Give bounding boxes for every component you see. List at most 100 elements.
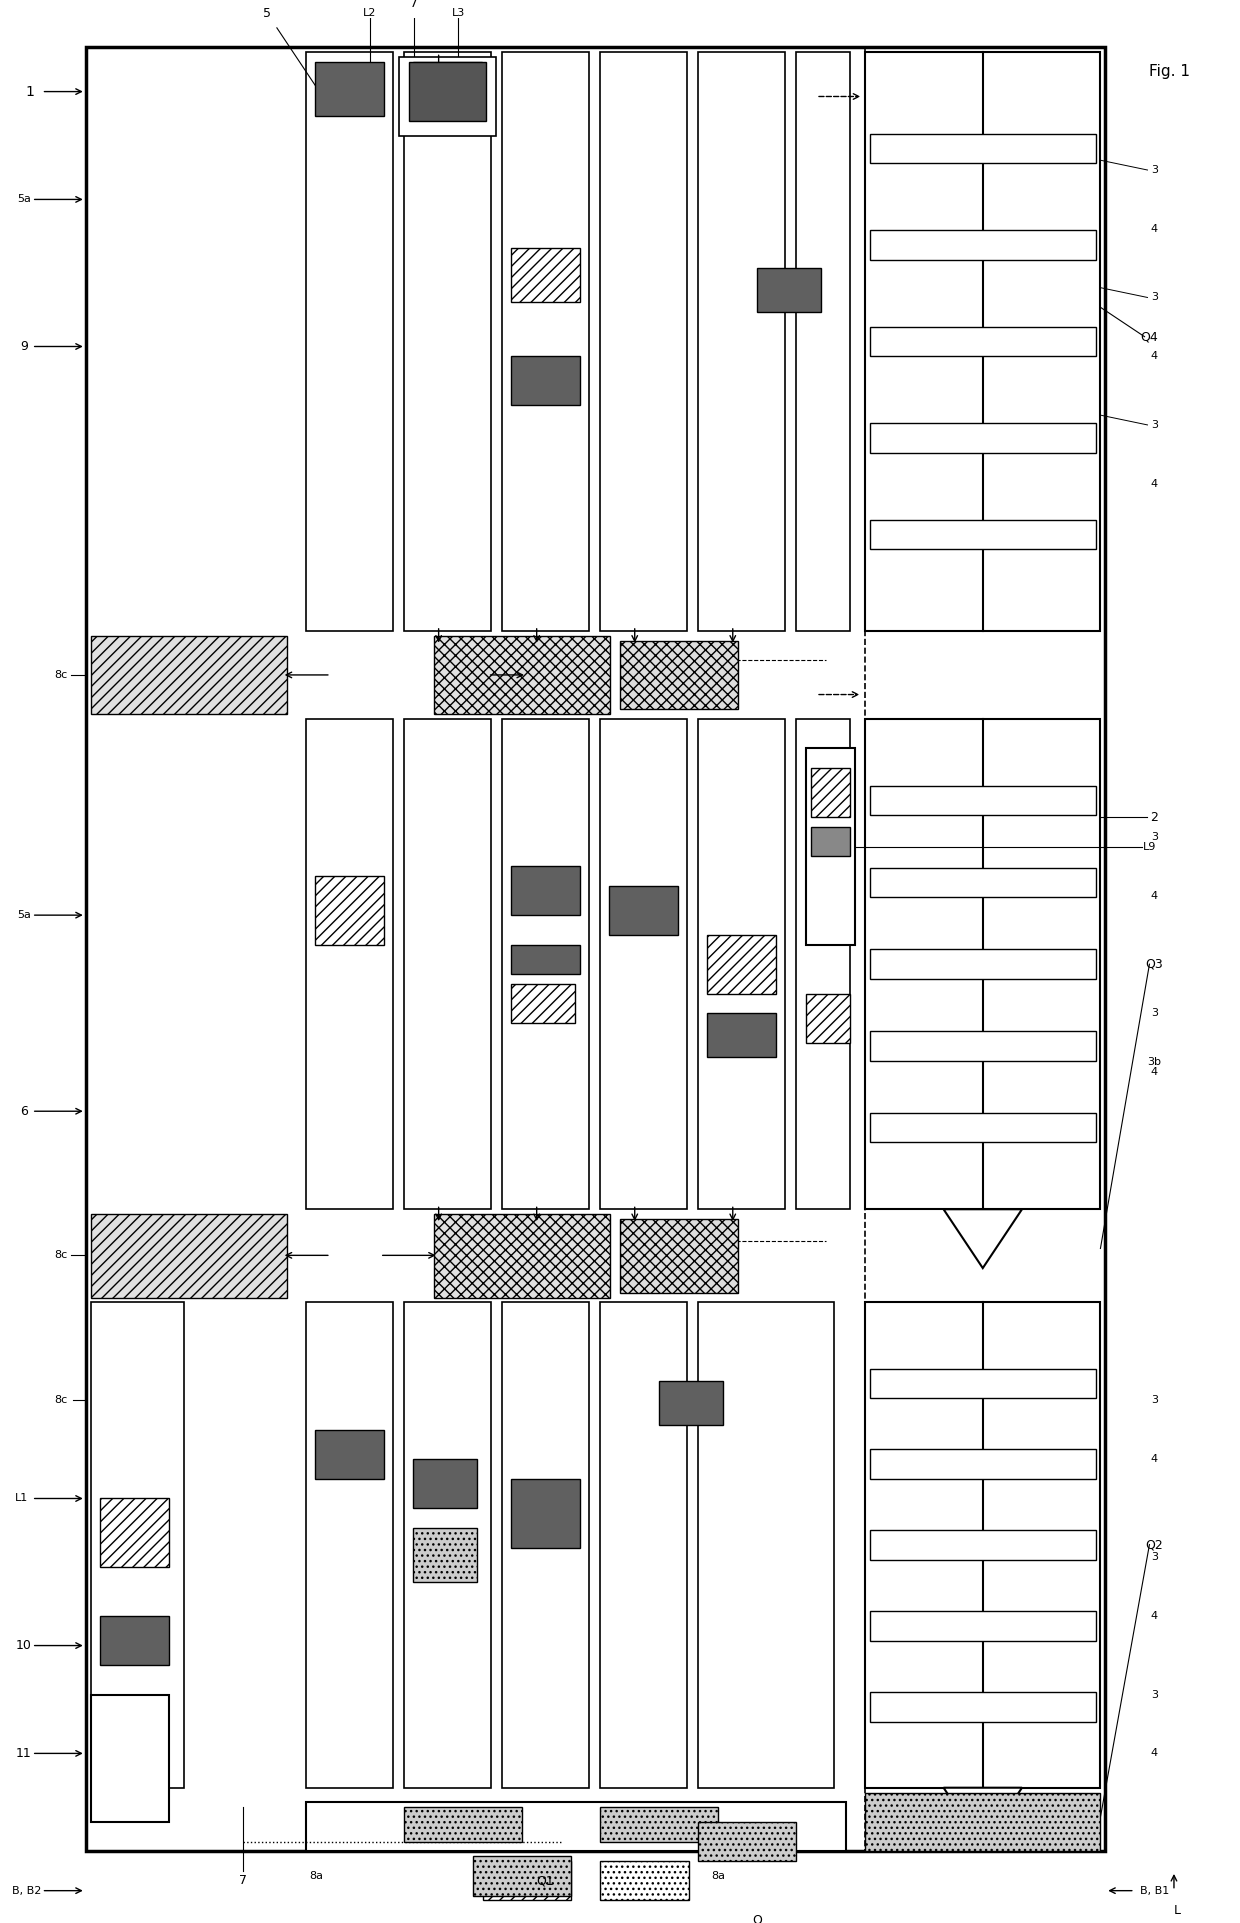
Bar [707, 1013, 776, 1058]
Bar [91, 1694, 169, 1821]
Bar [399, 58, 496, 137]
Text: 8c: 8c [55, 1250, 68, 1260]
Bar [100, 1615, 169, 1665]
Bar [796, 52, 851, 631]
Text: 3: 3 [1151, 419, 1158, 431]
Bar [698, 719, 785, 1210]
Text: L9: L9 [1143, 842, 1156, 852]
Text: 3: 3 [1151, 292, 1158, 302]
Text: 3: 3 [1151, 165, 1158, 175]
Text: 3: 3 [1151, 1690, 1158, 1700]
Text: 1: 1 [25, 85, 35, 98]
Polygon shape [944, 1210, 1022, 1267]
Bar [870, 519, 1095, 550]
Bar [870, 1031, 1095, 1061]
Bar [502, 52, 589, 631]
Text: 5a: 5a [17, 194, 31, 204]
Bar [600, 1808, 718, 1842]
Bar [866, 1792, 1100, 1852]
Bar [870, 231, 1095, 260]
Text: 10: 10 [16, 1638, 32, 1652]
Text: 4: 4 [1151, 1611, 1158, 1621]
Text: B, B1: B, B1 [1140, 1886, 1169, 1896]
Polygon shape [944, 1788, 1022, 1846]
Text: 7: 7 [410, 0, 418, 10]
Text: 4: 4 [1151, 1748, 1158, 1758]
Bar [600, 52, 687, 631]
Bar [434, 1213, 610, 1298]
Text: 5: 5 [263, 6, 272, 19]
Bar [511, 1479, 580, 1548]
Bar [306, 1302, 393, 1788]
Bar [620, 640, 738, 710]
Bar [306, 52, 393, 631]
Text: 6: 6 [20, 1104, 27, 1117]
Text: B, B2: B, B2 [12, 1886, 42, 1896]
Bar [866, 1302, 1100, 1788]
Bar [511, 944, 580, 973]
Bar [511, 985, 575, 1023]
Bar [600, 1861, 688, 1900]
Text: 4: 4 [1151, 890, 1158, 900]
Bar [870, 787, 1095, 815]
Text: Fig. 1: Fig. 1 [1149, 65, 1190, 79]
Bar [404, 52, 491, 631]
Bar [870, 1450, 1095, 1479]
Text: Q4: Q4 [1141, 331, 1158, 342]
Text: L1: L1 [15, 1494, 29, 1504]
Bar [404, 719, 491, 1210]
Text: 3: 3 [1151, 833, 1158, 842]
Text: L3: L3 [451, 8, 465, 17]
Bar [707, 935, 776, 994]
Bar [306, 719, 393, 1210]
Bar [511, 248, 580, 302]
Text: 3: 3 [1151, 1552, 1158, 1561]
Bar [434, 637, 610, 713]
Text: Q: Q [753, 1913, 763, 1923]
Bar [870, 1369, 1095, 1398]
Bar [404, 1302, 491, 1788]
Text: 7: 7 [238, 1875, 247, 1886]
Bar [315, 1431, 383, 1479]
Bar [511, 356, 580, 406]
Bar [91, 1302, 184, 1788]
Bar [806, 748, 856, 944]
Bar [502, 719, 589, 1210]
Text: 8a: 8a [309, 1871, 324, 1881]
Bar [870, 327, 1095, 356]
Text: 2: 2 [1151, 812, 1158, 823]
Bar [806, 994, 851, 1042]
Bar [620, 1219, 738, 1292]
Text: Q3: Q3 [1146, 958, 1163, 971]
Bar [306, 1802, 846, 1852]
Bar [413, 62, 482, 115]
Bar [86, 48, 1105, 1852]
Bar [870, 423, 1095, 452]
Text: 3: 3 [1151, 1008, 1158, 1017]
Bar [472, 1856, 570, 1896]
Text: 8a: 8a [711, 1871, 725, 1881]
Bar [91, 637, 286, 713]
Bar [100, 1498, 169, 1567]
Text: 4: 4 [1151, 1067, 1158, 1077]
Text: Q2: Q2 [1146, 1538, 1163, 1552]
Bar [811, 767, 851, 817]
Bar [698, 52, 785, 631]
Bar [870, 1611, 1095, 1640]
Text: 5a: 5a [17, 910, 31, 919]
Bar [413, 1529, 477, 1583]
Bar [600, 1302, 687, 1788]
Bar [866, 52, 1100, 631]
Bar [315, 875, 383, 944]
Bar [660, 1381, 723, 1425]
Bar [866, 719, 1100, 1210]
Bar [811, 827, 851, 856]
Text: 9: 9 [20, 340, 27, 354]
Bar [870, 1113, 1095, 1142]
Text: L: L [1173, 1904, 1180, 1917]
Bar [482, 1861, 570, 1900]
Text: 3b: 3b [1147, 1058, 1162, 1067]
Bar [404, 1808, 522, 1842]
Text: 3: 3 [1151, 1396, 1158, 1406]
Bar [91, 1213, 286, 1298]
